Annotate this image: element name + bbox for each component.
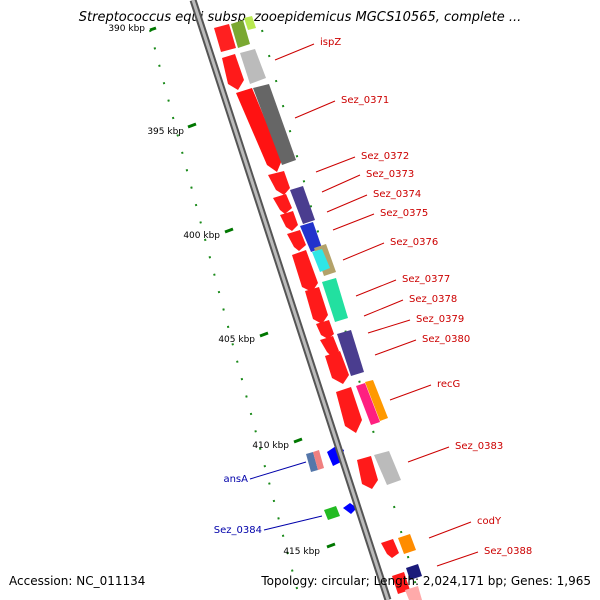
tick-mark (259, 331, 269, 338)
tick-label: 410 kbp (252, 441, 289, 451)
cds-feature[interactable] (268, 171, 290, 195)
map-title: Streptococcus equi subsp. zooepidemicus … (78, 10, 522, 25)
cds-feature[interactable] (292, 250, 318, 292)
tick-mark (293, 437, 303, 444)
cds-feature[interactable] (392, 572, 410, 594)
cds-feature[interactable] (214, 24, 236, 52)
cds-feature[interactable] (273, 194, 292, 214)
cds-feature[interactable] (336, 387, 362, 433)
cds-feature[interactable] (306, 452, 318, 472)
genome-summary-text: Topology: circular; Length: 2,024,171 bp… (261, 574, 591, 588)
cds-feature[interactable] (320, 336, 339, 357)
cds-feature[interactable] (287, 230, 306, 251)
gene-label-sez_0379[interactable]: Sez_0379 (416, 314, 464, 325)
cds-feature[interactable] (240, 49, 266, 84)
cds-feature[interactable] (312, 249, 330, 272)
cds-feature[interactable] (290, 186, 315, 224)
gene-label-sez_0375[interactable]: Sez_0375 (380, 208, 428, 219)
cds-feature[interactable] (313, 450, 324, 470)
cds-feature[interactable] (236, 88, 282, 172)
tick-label: 405 kbp (218, 335, 255, 345)
label-leader-line (389, 384, 432, 401)
label-leader-line (321, 174, 361, 193)
gene-label-ispz[interactable]: ispZ (320, 37, 341, 48)
label-leader-line (263, 515, 323, 531)
cds-feature[interactable] (406, 564, 422, 580)
gene-label-ansa[interactable]: ansA (223, 474, 248, 485)
tick-label: 390 kbp (108, 24, 145, 34)
label-leader-line (367, 319, 411, 334)
cds-feature[interactable] (280, 211, 298, 231)
cds-feature[interactable] (365, 380, 388, 421)
gene-label-sez_0372[interactable]: Sez_0372 (361, 151, 409, 162)
gene-label-cody[interactable]: codY (477, 516, 502, 527)
genome-backbone (189, 0, 392, 600)
cds-feature[interactable] (374, 451, 401, 485)
cds-feature[interactable] (222, 54, 244, 90)
forward-strand-track[interactable] (214, 16, 422, 600)
cds-feature[interactable] (305, 287, 328, 324)
cds-feature[interactable] (337, 330, 364, 376)
cds-feature[interactable] (316, 320, 334, 339)
gene-label-sez_0388[interactable]: Sez_0388 (484, 546, 532, 557)
label-leader-line (363, 299, 404, 317)
gene-label-sez_0371[interactable]: Sez_0371 (341, 95, 389, 106)
label-leader-line (342, 242, 385, 261)
gene-label-sez_0384[interactable]: Sez_0384 (214, 525, 262, 536)
label-leader-line (355, 279, 397, 297)
label-leader-line (326, 194, 368, 213)
cds-feature[interactable] (322, 278, 348, 322)
label-leader-line (374, 339, 417, 356)
label-leader-line (332, 213, 375, 231)
cds-feature[interactable] (405, 586, 422, 600)
label-leader-line (436, 551, 479, 567)
tick-mark (326, 542, 336, 549)
gene-label-sez_0373[interactable]: Sez_0373 (366, 169, 414, 180)
tick-mark (224, 227, 234, 234)
tick-labels: 390 kbp 395 kbp 400 kbp 405 kbp 410 kbp 415 k… (108, 24, 320, 557)
cds-feature[interactable] (231, 20, 250, 48)
tick-label: 400 kbp (183, 231, 220, 241)
gene-label-sez_0378[interactable]: Sez_0378 (409, 294, 457, 305)
cds-feature[interactable] (398, 534, 416, 554)
gene-label-recg[interactable]: recG (437, 379, 460, 390)
gene-labels[interactable]: ispZ Sez_0371 Sez_0372 Sez_0373 Sez_0374 Sez_… (214, 37, 532, 567)
tick-label: 395 kbp (147, 127, 184, 137)
label-leader-line (407, 446, 450, 463)
cds-feature[interactable] (343, 503, 357, 514)
cds-feature[interactable] (357, 456, 378, 489)
tick-label: 415 kbp (283, 547, 320, 557)
cds-feature[interactable] (325, 351, 349, 384)
gene-label-sez_0380[interactable]: Sez_0380 (422, 334, 470, 345)
tick-mark (187, 122, 197, 129)
gene-label-sez_0376[interactable]: Sez_0376 (390, 237, 438, 248)
cds-feature[interactable] (381, 539, 399, 558)
tick-mark (149, 26, 157, 32)
label-leader-line (294, 100, 336, 119)
cds-feature[interactable] (356, 383, 380, 425)
gene-label-sez_0383[interactable]: Sez_0383 (455, 441, 503, 452)
cds-feature[interactable] (300, 222, 322, 252)
accession-text: Accession: NC_011134 (9, 574, 146, 588)
cds-feature[interactable] (253, 84, 296, 165)
label-leader-line (274, 43, 315, 61)
gene-label-sez_0374[interactable]: Sez_0374 (373, 189, 421, 200)
label-leader-line (428, 521, 472, 539)
cds-feature[interactable] (244, 16, 256, 30)
label-leader-line (315, 156, 356, 173)
gene-label-sez_0377[interactable]: Sez_0377 (402, 274, 450, 285)
tick-marks (149, 26, 336, 549)
cds-feature[interactable] (324, 506, 340, 520)
label-leader-line (249, 461, 307, 480)
